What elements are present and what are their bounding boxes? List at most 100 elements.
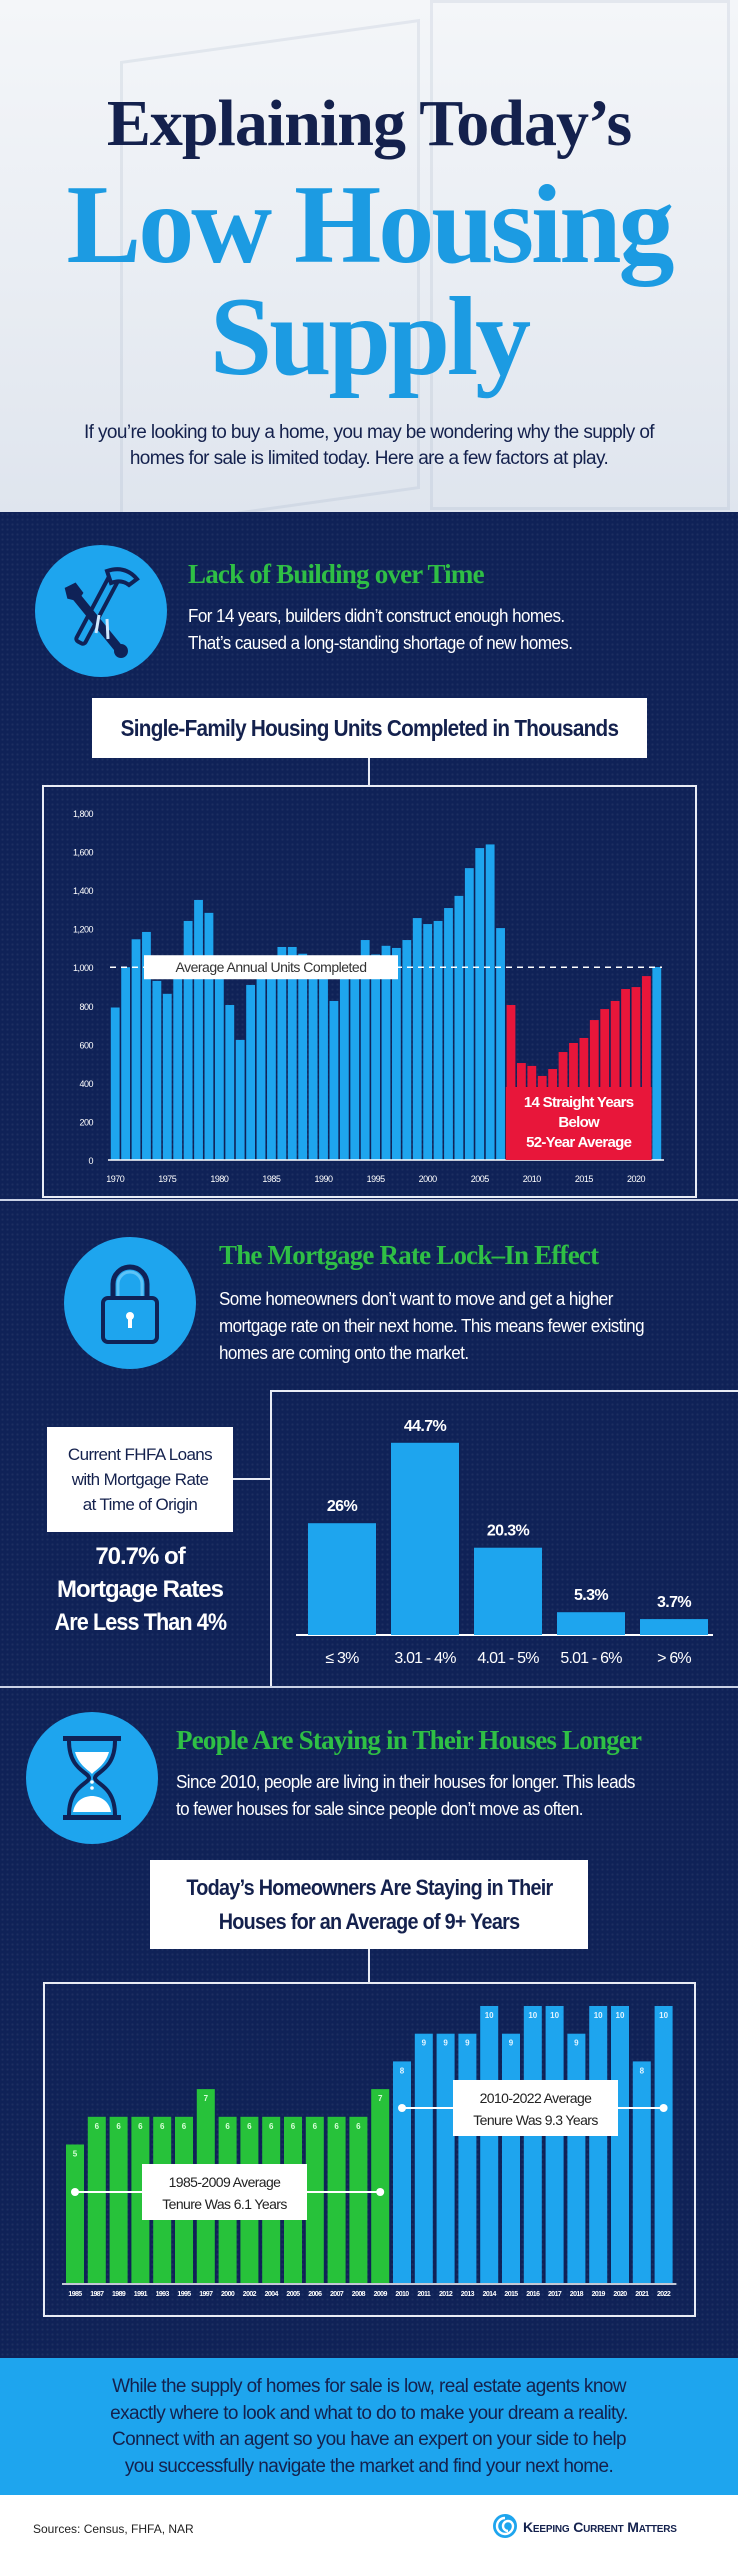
average-line-endpoint xyxy=(398,2104,406,2112)
call-to-action: While the supply of homes for sale is lo… xyxy=(0,2358,738,2495)
chart-title-box: Today’s Homeowners Are Staying in Their … xyxy=(150,1860,588,1949)
text-line: That’s caused a long-standing shortage o… xyxy=(188,632,573,653)
value-label: 44.7% xyxy=(404,1418,447,1435)
annotation-text: Below xyxy=(558,1114,600,1131)
x-tick-label: 2019 xyxy=(592,2291,606,2298)
background-house-illustration xyxy=(430,0,730,510)
x-tick-label: 1985 xyxy=(68,2291,82,2298)
x-tick-label: 2020 xyxy=(613,2291,627,2298)
bar-1996 xyxy=(381,945,391,1160)
y-tick-label: 1,000 xyxy=(73,963,94,973)
x-tick-label: 2011 xyxy=(417,2291,430,2298)
bar-2010 xyxy=(393,2061,411,2283)
y-tick-label: 800 xyxy=(79,1002,93,1012)
value-label: 9 xyxy=(509,2039,514,2048)
value-label: 10 xyxy=(485,2011,494,2020)
x-tick-label: 2005 xyxy=(286,2291,300,2298)
average-line-endpoint xyxy=(71,2188,79,2196)
bar xyxy=(308,1523,376,1635)
bar-2016 xyxy=(523,2006,542,2283)
value-label: 6 xyxy=(313,2122,318,2131)
value-label: 6 xyxy=(225,2122,230,2131)
x-tick-label: 2015 xyxy=(575,1174,594,1184)
y-tick-label: 1,600 xyxy=(73,848,94,858)
bar-1971 xyxy=(121,967,131,1160)
bar-1975 xyxy=(162,993,172,1160)
average-label: Tenure Was 9.3 Years xyxy=(473,2112,598,2128)
connector-line xyxy=(368,758,370,785)
value-label: 7 xyxy=(378,2094,383,2103)
bar-2005 xyxy=(475,848,485,1160)
x-tick-label: 1995 xyxy=(367,1174,386,1184)
hammer-wrench-icon xyxy=(35,545,167,677)
x-tick-label: 2012 xyxy=(439,2291,453,2298)
swirl-logo-icon xyxy=(493,2514,517,2538)
bar-2006 xyxy=(485,844,495,1160)
x-tick-label: 1970 xyxy=(106,1174,125,1184)
bar-2021 xyxy=(641,976,651,1160)
category-label: 5.01 - 6% xyxy=(560,1650,622,1667)
bar xyxy=(391,1442,459,1635)
bar-2008 xyxy=(349,2116,368,2283)
average-label: Tenure Was 6.1 Years xyxy=(162,2196,287,2212)
bar-1974 xyxy=(152,980,162,1160)
value-label: 6 xyxy=(291,2122,296,2131)
x-tick-label: 2018 xyxy=(570,2291,584,2298)
value-label: 5.3% xyxy=(574,1587,608,1604)
x-tick-label: 2017 xyxy=(548,2291,562,2298)
value-label: 6 xyxy=(334,2122,339,2131)
x-tick-label: 2009 xyxy=(374,2291,388,2298)
text-line: For 14 years, builders didn’t construct … xyxy=(188,605,565,626)
bar-1985 xyxy=(267,957,276,1160)
intro-line: If you’re looking to buy a home, you may… xyxy=(84,422,655,443)
chart-label-line: at Time of Origin xyxy=(82,1495,198,1514)
bar-2018 xyxy=(567,2033,586,2283)
x-tick-label: 1997 xyxy=(199,2291,213,2298)
intro-text: If you’re looking to buy a home, you may… xyxy=(0,420,738,472)
bar-2017 xyxy=(545,2006,564,2283)
bar-1990 xyxy=(319,976,328,1160)
bar-1993 xyxy=(350,959,360,1160)
bar-1973 xyxy=(142,931,151,1160)
y-tick-label: 1,800 xyxy=(73,809,94,819)
x-tick-label: 2000 xyxy=(221,2291,235,2298)
bar xyxy=(557,1612,625,1635)
bar-2022 xyxy=(654,2006,673,2283)
title-line-1: Explaining Today’s xyxy=(106,87,632,160)
chart-title-line: Today’s Homeowners Are Staying in Their xyxy=(185,1874,553,1900)
cta-line: you successfully navigate the market and… xyxy=(124,2455,614,2477)
section-divider xyxy=(0,1199,738,1201)
average-label: 2010-2022 Average xyxy=(480,2090,593,2106)
bar-1970 xyxy=(110,1007,120,1160)
y-tick-label: 1,200 xyxy=(73,925,94,935)
value-label: 20.3% xyxy=(487,1523,530,1540)
value-label: 9 xyxy=(422,2039,427,2048)
average-label: 1985-2009 Average xyxy=(169,2174,282,2190)
y-tick-label: 0 xyxy=(88,1156,93,1166)
bar-1984 xyxy=(256,967,266,1160)
category-label: 3.01 - 4% xyxy=(394,1650,456,1667)
bar-1977 xyxy=(183,920,193,1160)
x-tick-label: 1980 xyxy=(210,1174,229,1184)
intro-line: homes for sale is limited today. Here ar… xyxy=(129,448,609,469)
bar-1987 xyxy=(87,2116,106,2283)
cta-line: Connect with an agent so you have an exp… xyxy=(111,2429,627,2450)
bar-1995 xyxy=(371,954,380,1160)
bar-1978 xyxy=(194,899,203,1160)
connector-line xyxy=(233,1478,270,1480)
x-tick-label: 2021 xyxy=(635,2291,649,2298)
value-label: 10 xyxy=(616,2011,625,2020)
cta-line: While the supply of homes for sale is lo… xyxy=(112,2376,626,2397)
bar-2007 xyxy=(327,2116,346,2283)
text-line: homes are coming onto the market. xyxy=(219,1342,469,1363)
x-tick-label: 2016 xyxy=(526,2291,540,2298)
bar-2000 xyxy=(423,924,433,1160)
x-tick-label: 2000 xyxy=(419,1174,438,1184)
callout-line: Are Less Than 4% xyxy=(54,1609,227,1636)
category-label: ≤ 3% xyxy=(325,1650,359,1667)
chart-title: Single-Family Housing Units Completed in… xyxy=(120,714,619,741)
logo-text: Keeping Current Matters xyxy=(523,2519,677,2535)
text-line: mortgage rate on their next home. This m… xyxy=(219,1315,645,1336)
chart-title-line: Houses for an Average of 9+ Years xyxy=(218,1908,520,1934)
bar-2012 xyxy=(436,2033,455,2283)
